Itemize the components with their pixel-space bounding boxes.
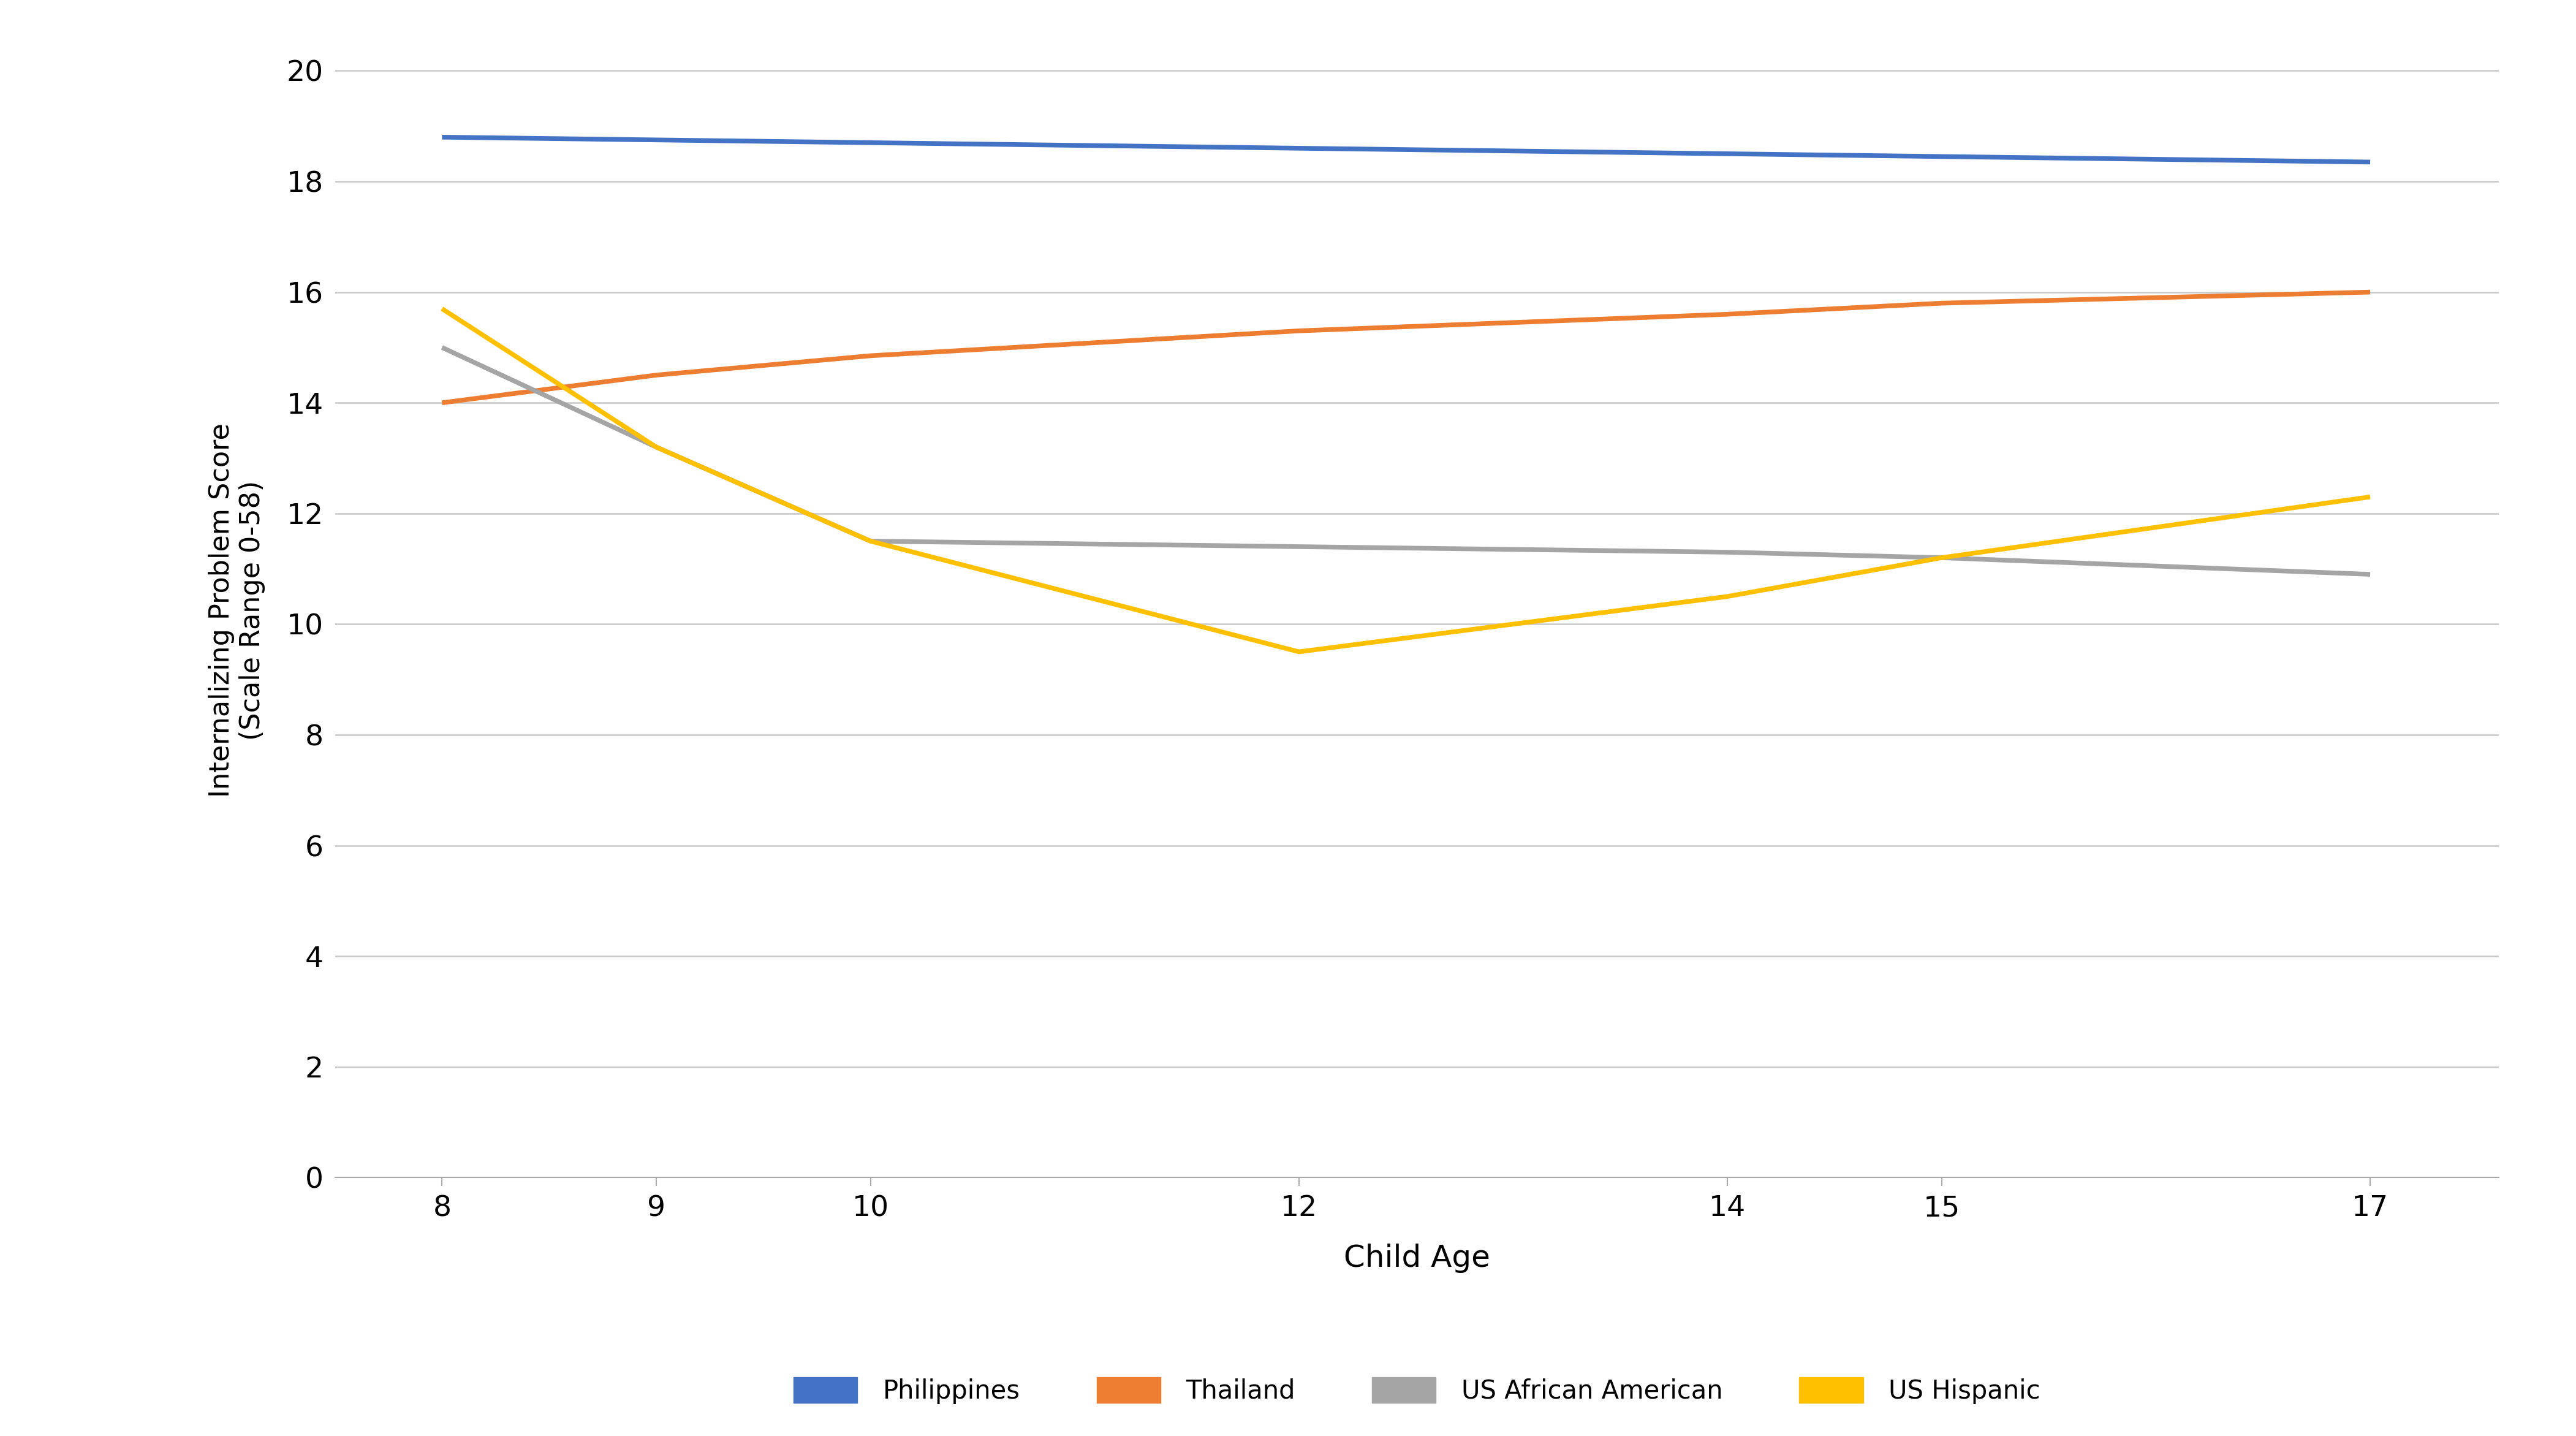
US African American — [1283, 538, 1314, 556]
US African American — [855, 533, 886, 550]
Thailand — [1713, 306, 1744, 323]
Thailand — [1927, 294, 1958, 312]
US Hispanic — [2354, 488, 2385, 505]
US Hispanic — [1713, 587, 1744, 605]
Line: US African American: US African American — [443, 348, 2370, 574]
Y-axis label: Internalizing Problem Score
(Scale Range 0-58): Internalizing Problem Score (Scale Range… — [209, 424, 265, 797]
Thailand — [428, 393, 459, 411]
US African American — [1927, 549, 1958, 566]
US Hispanic — [855, 533, 886, 550]
Thailand — [855, 348, 886, 365]
X-axis label: Child Age: Child Age — [1345, 1244, 1489, 1272]
Thailand — [641, 366, 672, 383]
US African American — [428, 339, 459, 356]
US African American — [1713, 544, 1744, 561]
US Hispanic — [428, 300, 459, 317]
Thailand — [2354, 283, 2385, 300]
Line: Thailand: Thailand — [443, 292, 2370, 402]
Legend: Philippines, Thailand, US African American, US Hispanic: Philippines, Thailand, US African Americ… — [783, 1367, 2050, 1414]
Thailand — [1283, 322, 1314, 339]
US African American — [641, 438, 672, 455]
US Hispanic — [1927, 549, 1958, 566]
US African American — [2354, 566, 2385, 583]
US Hispanic — [641, 438, 672, 455]
US Hispanic — [1283, 643, 1314, 661]
Line: US Hispanic: US Hispanic — [443, 309, 2370, 652]
